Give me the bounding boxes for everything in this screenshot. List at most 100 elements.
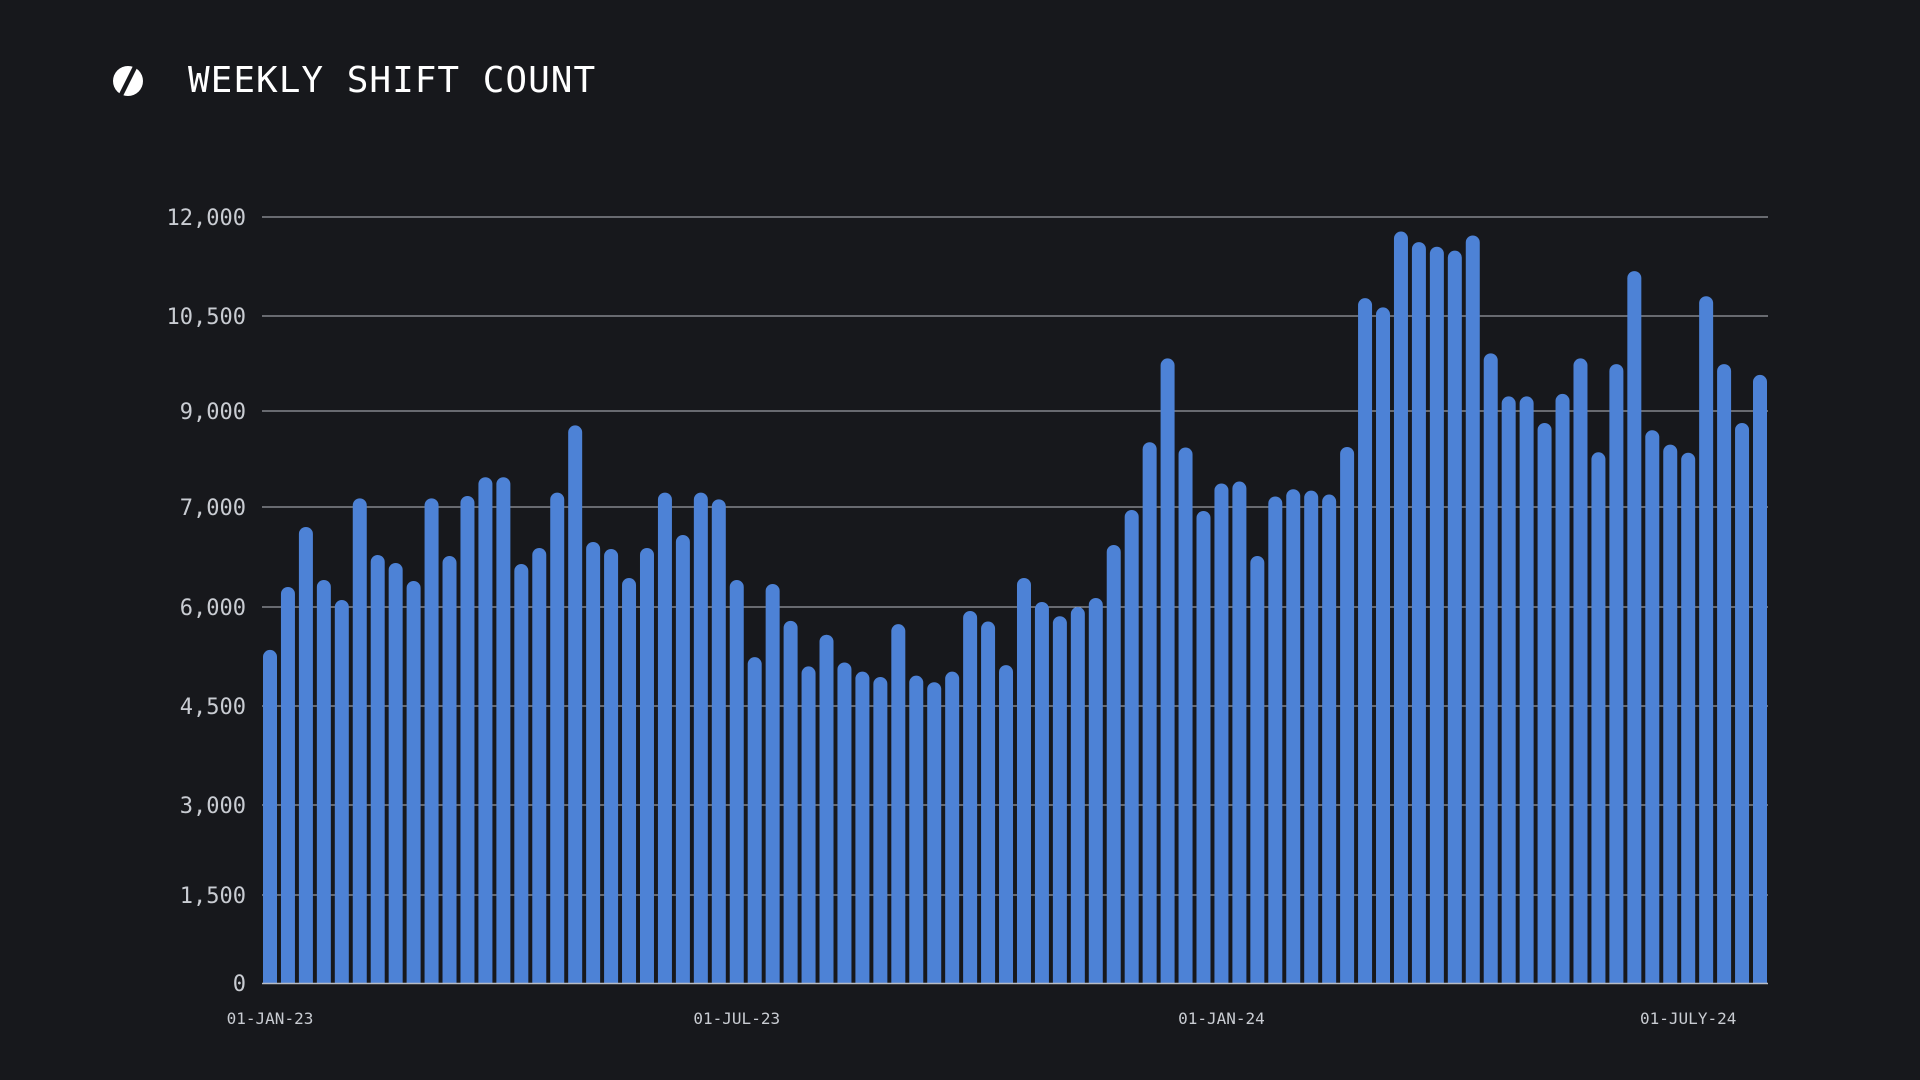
bar <box>711 499 726 983</box>
bar <box>550 492 565 983</box>
bar <box>981 621 996 983</box>
bar <box>1286 489 1301 983</box>
bar <box>622 578 637 983</box>
bar <box>909 675 924 983</box>
bar <box>1591 452 1606 983</box>
bar <box>460 495 475 983</box>
bar <box>1483 353 1498 983</box>
bar <box>1393 231 1408 983</box>
bar <box>1322 494 1337 983</box>
bar <box>1196 511 1211 983</box>
bar <box>801 666 816 983</box>
y-tick-label: 4,500 <box>180 695 246 720</box>
bar <box>532 548 547 983</box>
x-tick-label: 01-JUL-23 <box>693 1009 780 1028</box>
bar <box>1663 444 1678 983</box>
bar <box>1052 616 1067 983</box>
bar <box>352 498 367 983</box>
y-tick-label: 9,000 <box>180 400 246 425</box>
x-tick-label: 01-JAN-24 <box>1178 1009 1265 1028</box>
chart-title: WEEKLY SHIFT COUNT <box>188 60 597 101</box>
bar <box>819 634 834 983</box>
bar <box>1268 496 1283 983</box>
bar <box>639 548 654 983</box>
bar <box>1447 250 1462 983</box>
bar <box>657 492 672 983</box>
bar <box>298 527 313 983</box>
bar <box>945 671 960 983</box>
chart-header: WEEKLY SHIFT COUNT <box>110 56 596 106</box>
bar <box>1376 307 1391 983</box>
bar <box>1645 430 1660 983</box>
bar <box>873 676 888 983</box>
bar <box>1124 510 1139 983</box>
bar <box>586 542 601 983</box>
bar <box>442 556 457 983</box>
bar <box>1160 358 1175 983</box>
bar <box>1088 598 1103 983</box>
y-tick-label: 6,000 <box>180 596 246 621</box>
bar <box>1070 607 1085 983</box>
bar <box>927 682 942 983</box>
bar <box>1753 374 1767 983</box>
bar <box>604 549 619 983</box>
bar <box>783 620 798 983</box>
bar <box>1358 298 1373 983</box>
x-tick-label: 01-JAN-23 <box>227 1009 314 1028</box>
bar <box>1735 423 1750 983</box>
bar <box>765 584 780 983</box>
x-tick-label: 01-JULY-24 <box>1640 1009 1736 1028</box>
bar <box>478 477 493 983</box>
y-tick-label: 0 <box>233 972 246 997</box>
bar <box>280 587 295 983</box>
grid-lines <box>262 216 1768 896</box>
bar <box>263 649 277 983</box>
bar <box>1609 364 1624 983</box>
bar <box>1214 483 1229 983</box>
bar <box>1429 246 1444 983</box>
bar <box>370 555 385 983</box>
y-tick-label: 7,000 <box>180 496 246 521</box>
bar <box>1340 447 1355 984</box>
bar <box>1699 296 1714 983</box>
bar <box>891 624 906 983</box>
bar <box>1142 442 1157 983</box>
bar-series <box>263 231 1767 984</box>
bar <box>316 580 331 983</box>
bar <box>1178 447 1193 983</box>
bar <box>1016 577 1031 983</box>
bar <box>1627 271 1642 983</box>
bar <box>496 477 511 983</box>
bar <box>406 581 421 983</box>
y-tick-label: 12,000 <box>167 206 246 231</box>
bar <box>514 564 529 983</box>
bar <box>388 563 403 983</box>
x-axis-ticks: 01-JAN-23 01-JUL-23 01-JAN-24 01-JULY-24 <box>227 1009 1737 1028</box>
bar <box>1250 556 1265 983</box>
bar <box>837 662 852 983</box>
bar <box>1304 490 1319 983</box>
bar <box>1573 358 1588 983</box>
y-tick-label: 10,500 <box>167 305 246 330</box>
bar <box>693 492 708 983</box>
bar <box>1465 235 1480 984</box>
bar <box>1717 364 1732 983</box>
bar <box>568 425 583 983</box>
bar <box>1681 452 1696 983</box>
bar <box>1555 393 1570 983</box>
bar <box>675 535 690 983</box>
bar <box>1411 242 1426 983</box>
y-axis-ticks: 0 1,500 3,000 4,500 6,000 7,000 9,000 10,500 12,… <box>167 206 246 997</box>
y-tick-label: 3,000 <box>180 794 246 819</box>
bar <box>855 671 870 983</box>
bar <box>424 498 439 983</box>
bar <box>1501 396 1516 983</box>
bar <box>1034 602 1049 983</box>
bar <box>1519 396 1534 983</box>
bar <box>334 600 349 983</box>
bar <box>1232 481 1247 983</box>
bar <box>747 657 762 983</box>
bar <box>999 665 1014 983</box>
s-slash-logo-icon <box>113 60 143 102</box>
